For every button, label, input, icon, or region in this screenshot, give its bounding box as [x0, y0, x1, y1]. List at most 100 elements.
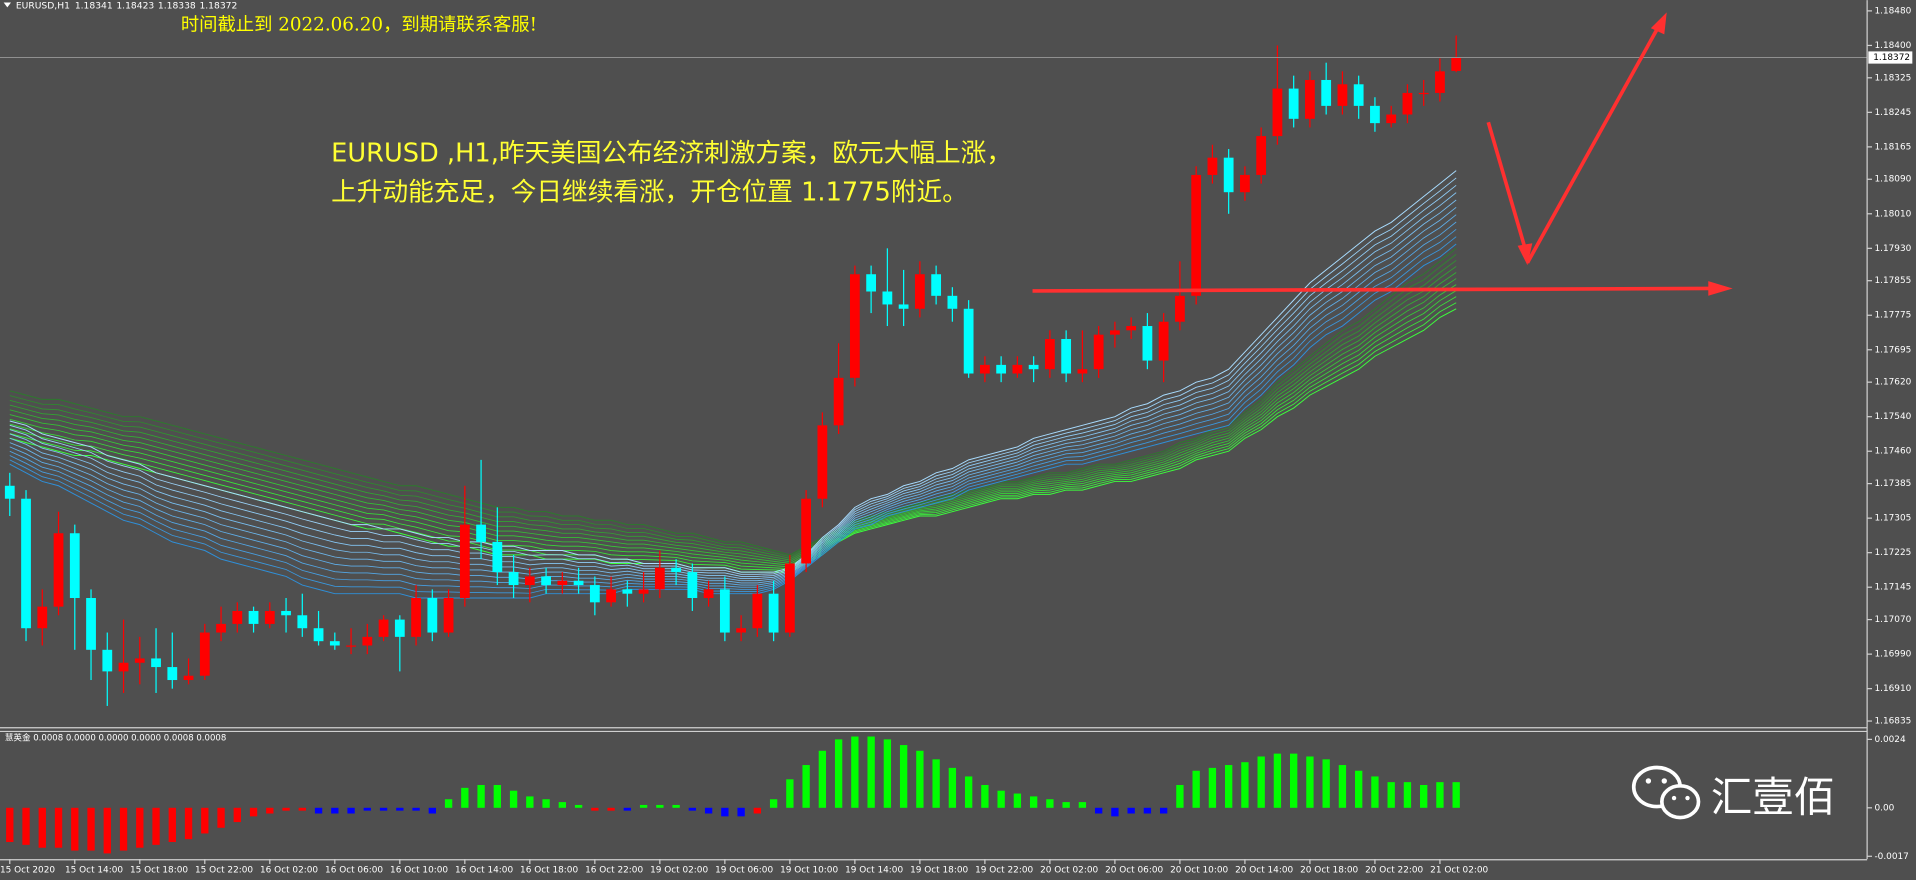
candle-body	[638, 589, 649, 594]
candle-body	[914, 274, 925, 309]
histogram-bar	[1322, 759, 1330, 808]
ribbon-strand	[9, 296, 1457, 570]
histogram-bar	[412, 807, 420, 811]
histogram-bar	[1273, 753, 1282, 808]
current-price-label: 1.18372	[1873, 53, 1910, 63]
histogram-bar	[883, 739, 892, 808]
histogram-bar	[916, 750, 924, 808]
candle-body	[898, 304, 909, 309]
candle-body	[979, 364, 990, 374]
histogram-bar	[266, 807, 274, 814]
histogram-bar	[1290, 753, 1298, 808]
ribbons	[9, 170, 1457, 599]
y-tick-label: 1.17225	[1874, 548, 1911, 558]
x-tick-label: 20 Oct 06:00	[1105, 866, 1163, 876]
ribbon-strand	[9, 221, 1457, 588]
histogram-bar	[1338, 765, 1347, 808]
candle-body	[1256, 136, 1267, 175]
watermark-text: 汇壹佰	[1711, 772, 1836, 821]
histogram-bar	[1224, 765, 1233, 808]
histogram-bar	[721, 807, 729, 817]
histogram-bar	[1257, 756, 1265, 808]
histogram-bar	[867, 736, 875, 808]
candle-body	[248, 610, 259, 624]
histogram-bar	[1062, 802, 1070, 808]
x-tick-label: 15 Oct 18:00	[130, 866, 188, 876]
histogram-bar	[1176, 784, 1184, 808]
x-tick-label: 20 Oct 18:00	[1300, 866, 1358, 876]
histogram-bar	[1355, 770, 1363, 808]
histogram-bar	[542, 799, 550, 808]
watermark: 汇壹佰	[1631, 765, 1836, 821]
arrow-head	[1650, 12, 1667, 35]
candle-body	[1028, 364, 1039, 370]
histogram-bar	[981, 784, 989, 808]
x-tick-label: 19 Oct 06:00	[715, 866, 773, 876]
histogram-bar	[591, 807, 599, 811]
candle-body	[1386, 114, 1397, 124]
ribbon-strand	[9, 260, 1457, 559]
candle-body	[378, 619, 389, 637]
histogram-bar	[314, 807, 323, 814]
histogram-bar	[526, 796, 534, 808]
candle-body	[443, 598, 454, 633]
arrow-head	[1708, 281, 1733, 296]
candle-body	[362, 636, 373, 646]
histogram-bar	[1127, 807, 1135, 814]
wechat-eye	[1661, 778, 1667, 784]
candle-body	[134, 658, 145, 663]
candle-body	[492, 541, 503, 573]
histogram-bar	[1013, 793, 1022, 808]
candle-body	[151, 658, 161, 668]
histogram-bar	[184, 807, 193, 840]
down-arrow	[1486, 121, 1527, 249]
symbol-header: EURUSD,H1 1.18341 1.18423 1.18338 1.18372	[16, 1, 237, 12]
y-tick-label: 0.00	[1874, 803, 1894, 813]
candle-body	[866, 274, 877, 292]
candle-body	[264, 610, 275, 624]
candle-body	[1435, 71, 1445, 93]
x-tick-label: 16 Oct 02:00	[260, 866, 318, 876]
candle-body	[1337, 84, 1348, 106]
ribbon-strand	[9, 177, 1457, 575]
candle-body	[1305, 79, 1315, 119]
candle-body	[1061, 338, 1072, 374]
histogram-bar	[802, 765, 810, 808]
candle-body	[573, 580, 584, 586]
y-tick-label: 1.17460	[1874, 447, 1911, 457]
y-tick-label: 1.17620	[1874, 378, 1911, 388]
histogram-bar	[1241, 762, 1249, 808]
candle-body	[882, 291, 893, 305]
candle-body	[21, 498, 31, 629]
histogram-bar	[558, 802, 567, 808]
histogram-bar	[379, 807, 388, 811]
histogram-bar	[38, 807, 46, 848]
candle-body	[459, 524, 470, 599]
histogram-bar	[363, 807, 371, 811]
x-tick-label: 15 Oct 14:00	[65, 866, 123, 876]
x-tick-label: 16 Oct 06:00	[325, 866, 383, 876]
histogram-bar	[574, 804, 583, 808]
candle-body	[69, 533, 80, 599]
y-tick-label: 1.18245	[1874, 108, 1911, 118]
wechat-eye	[1685, 795, 1690, 801]
histogram-bar	[71, 807, 79, 851]
ribbon-strand	[9, 266, 1457, 561]
histogram-bar	[997, 790, 1005, 808]
histogram-bar	[477, 784, 485, 808]
ribbon-strand	[9, 199, 1457, 582]
last-high: 1.18423	[116, 1, 154, 12]
wechat-eye	[1645, 778, 1652, 784]
candle-body	[833, 377, 844, 426]
histogram-bar	[217, 807, 225, 828]
ribbon-strand	[9, 214, 1457, 586]
candle-body	[1191, 174, 1202, 296]
histogram-bar	[201, 807, 209, 834]
candle-body	[1418, 92, 1429, 95]
candle-body	[313, 628, 324, 642]
last-low: 1.18338	[158, 1, 196, 12]
candle-body	[524, 576, 535, 586]
histogram-bar	[1029, 796, 1038, 808]
x-tick-label: 19 Oct 02:00	[650, 866, 708, 876]
